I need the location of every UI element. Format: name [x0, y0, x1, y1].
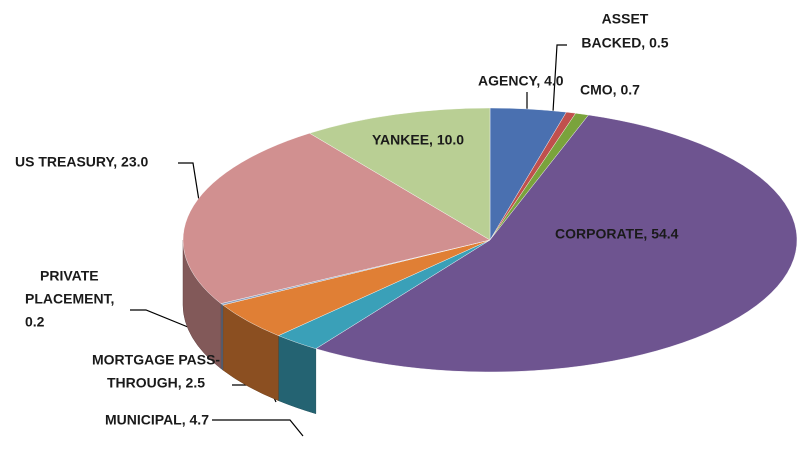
data-label: CORPORATE, 54.4 — [555, 226, 679, 242]
data-label: YANKEE, 10.0 — [372, 132, 464, 148]
data-label: PRIVATE — [40, 268, 99, 284]
data-label: US TREASURY, 23.0 — [15, 154, 149, 170]
data-label: ASSET — [602, 11, 649, 27]
slice-side — [220, 303, 224, 371]
slice — [315, 114, 797, 373]
leader-line — [212, 419, 304, 437]
leader-line — [552, 44, 567, 113]
data-label: 0.2 — [25, 314, 45, 330]
slice — [182, 132, 491, 304]
data-label: MORTGAGE PASS- — [92, 352, 220, 368]
data-label: MUNICIPAL, 4.7 — [105, 412, 209, 428]
data-label: THROUGH, 2.5 — [107, 375, 205, 391]
slice-side — [278, 335, 317, 415]
data-label: BACKED, 0.5 — [581, 35, 668, 51]
leader-line — [178, 162, 201, 208]
slice — [309, 107, 491, 241]
data-label: AGENCY, 4.0 — [478, 73, 564, 89]
data-label: PLACEMENT, — [25, 291, 114, 307]
data-label: CMO, 0.7 — [580, 82, 640, 98]
